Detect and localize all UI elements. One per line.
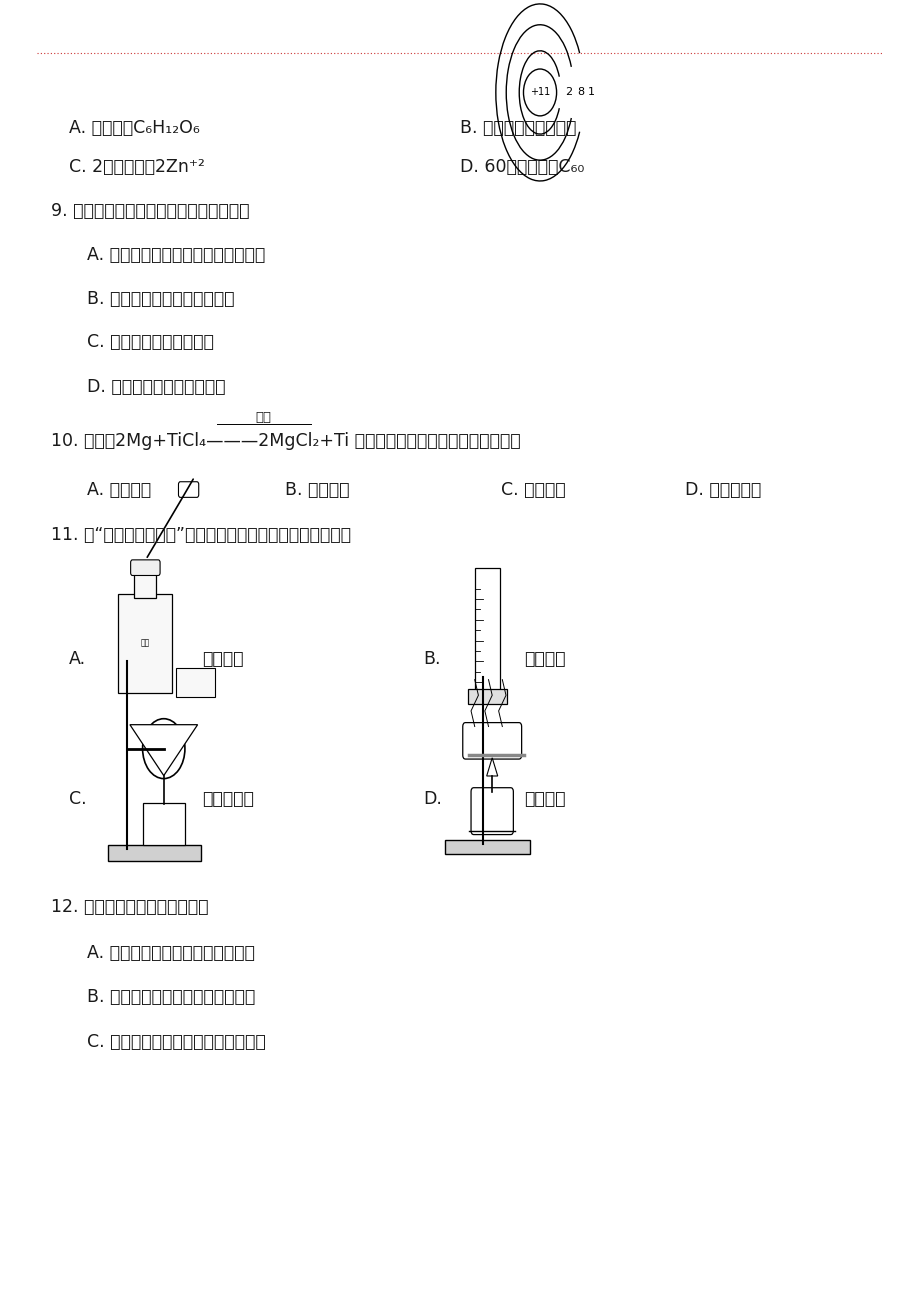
FancyBboxPatch shape [468, 689, 506, 704]
Text: D. 复分解反应: D. 复分解反应 [685, 480, 761, 499]
FancyBboxPatch shape [108, 845, 201, 861]
Text: B. 钓原子结构示意图：: B. 钓原子结构示意图： [460, 118, 575, 137]
Text: 11. 在“粗盐的初步提纯”实验中，下列操作正确的是（　　）: 11. 在“粗盐的初步提纯”实验中，下列操作正确的是（ ） [51, 526, 350, 544]
Text: 12. 下列说法正确的是（　　）: 12. 下列说法正确的是（ ） [51, 898, 208, 917]
FancyBboxPatch shape [142, 803, 185, 845]
Text: 8: 8 [577, 87, 584, 98]
Text: C. 2个锤离子：2Zn⁺²: C. 2个锤离子：2Zn⁺² [69, 158, 205, 176]
Text: +11: +11 [529, 87, 550, 98]
Text: C. 置换反应: C. 置换反应 [501, 480, 565, 499]
FancyBboxPatch shape [445, 840, 529, 854]
Polygon shape [130, 725, 198, 776]
FancyBboxPatch shape [176, 668, 215, 697]
Text: 1: 1 [587, 87, 595, 98]
Text: A.: A. [69, 650, 86, 668]
Text: D.: D. [423, 790, 442, 809]
Text: D. 60个砸原子：C₆₀: D. 60个砸原子：C₆₀ [460, 158, 584, 176]
Text: B.: B. [423, 650, 440, 668]
Text: B. 分解反应: B. 分解反应 [285, 480, 349, 499]
FancyBboxPatch shape [474, 568, 500, 693]
Text: D. 液态氧可用作火算助燃剂: D. 液态氧可用作火算助燃剂 [87, 378, 226, 396]
Text: A. 铁是地壳中含量最多的金属元素: A. 铁是地壳中含量最多的金属元素 [87, 944, 255, 962]
FancyBboxPatch shape [118, 594, 173, 693]
FancyBboxPatch shape [178, 482, 199, 497]
Text: 蜗干滤液: 蜗干滤液 [524, 790, 565, 809]
FancyBboxPatch shape [130, 560, 160, 575]
Text: 高温: 高温 [255, 411, 271, 424]
Text: 溦解粗盐: 溦解粗盐 [524, 650, 565, 668]
Text: A. 葡萄糖：C₆H₁₂O₆: A. 葡萄糖：C₆H₁₂O₆ [69, 118, 199, 137]
Circle shape [523, 69, 556, 116]
FancyBboxPatch shape [471, 788, 513, 835]
Text: C. 多数合金的燕点高于它的成分金属: C. 多数合金的燕点高于它的成分金属 [87, 1032, 266, 1051]
Text: 粗盐: 粗盐 [141, 639, 150, 647]
Text: B. 植物的光合作用会消耗氧气: B. 植物的光合作用会消耗氧气 [87, 290, 234, 309]
Text: B. 铁制品在潮湿的空气中容易生锈: B. 铁制品在潮湿的空气中容易生锈 [87, 988, 255, 1006]
FancyBboxPatch shape [462, 723, 521, 759]
Text: 取用粗盐: 取用粗盐 [202, 650, 244, 668]
Text: 9. 下列关于氧气的说法正确的是（　　）: 9. 下列关于氧气的说法正确的是（ ） [51, 202, 249, 220]
Text: C. 氧气的化学性质不活泼: C. 氧气的化学性质不活泼 [87, 333, 214, 352]
Text: A. 化合反应: A. 化合反应 [87, 480, 152, 499]
Text: 2: 2 [564, 87, 572, 98]
Polygon shape [486, 758, 497, 776]
Text: 10. 工业用2Mg+TiCl₄———2MgCl₂+Ti 来冶炼金属阙，该反应属于（　　）: 10. 工业用2Mg+TiCl₄———2MgCl₂+Ti 来冶炼金属阙，该反应属… [51, 432, 519, 450]
Text: 过滤粗盐水: 过滤粗盐水 [202, 790, 254, 809]
Circle shape [142, 719, 185, 779]
Text: A. 分离液态空气获得氧气是化学变化: A. 分离液态空气获得氧气是化学变化 [87, 246, 266, 264]
Text: C.: C. [69, 790, 86, 809]
FancyBboxPatch shape [134, 572, 156, 598]
